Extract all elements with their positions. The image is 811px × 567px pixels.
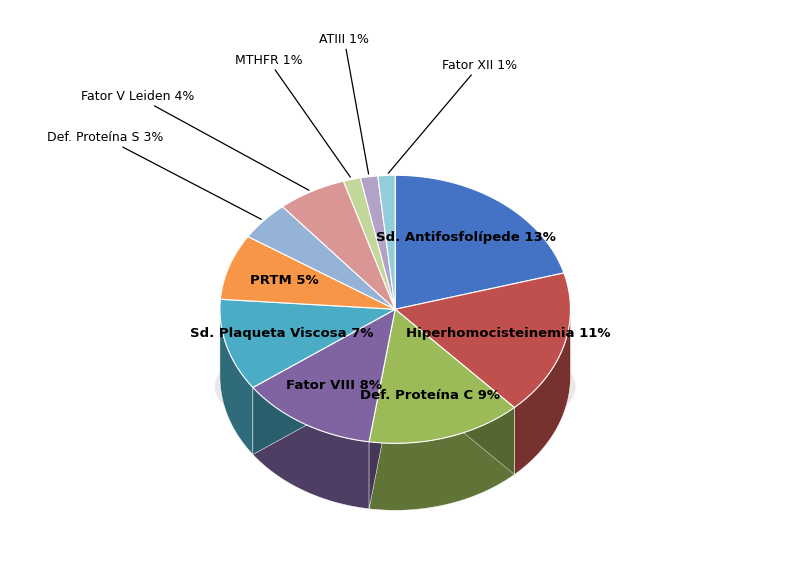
Polygon shape: [369, 309, 395, 509]
Polygon shape: [395, 175, 564, 309]
Text: Def. Proteína C 9%: Def. Proteína C 9%: [360, 388, 500, 401]
Text: Fator XII 1%: Fator XII 1%: [388, 59, 517, 174]
Polygon shape: [514, 310, 570, 475]
Text: Fator V Leiden 4%: Fator V Leiden 4%: [81, 90, 309, 191]
Polygon shape: [221, 236, 395, 309]
Polygon shape: [395, 309, 514, 475]
Polygon shape: [220, 310, 253, 455]
Text: ATIII 1%: ATIII 1%: [320, 33, 370, 174]
Polygon shape: [253, 387, 369, 509]
Text: Def. Proteína S 3%: Def. Proteína S 3%: [47, 132, 261, 219]
Polygon shape: [378, 175, 395, 309]
Polygon shape: [395, 309, 514, 475]
Text: PRTM 5%: PRTM 5%: [250, 274, 318, 287]
Text: Hiperhomocisteinemia 11%: Hiperhomocisteinemia 11%: [406, 327, 611, 340]
Polygon shape: [248, 206, 395, 309]
Polygon shape: [369, 408, 514, 510]
Polygon shape: [215, 326, 576, 447]
Polygon shape: [282, 181, 395, 309]
Polygon shape: [220, 299, 395, 387]
Polygon shape: [344, 178, 395, 309]
Text: Fator VIII 8%: Fator VIII 8%: [286, 379, 382, 392]
Polygon shape: [369, 309, 395, 509]
Polygon shape: [360, 176, 395, 309]
Polygon shape: [253, 309, 395, 442]
Polygon shape: [253, 309, 395, 455]
Polygon shape: [253, 309, 395, 455]
Text: Sd. Plaqueta Viscosa 7%: Sd. Plaqueta Viscosa 7%: [191, 327, 374, 340]
Text: Sd. Antifosfolípede 13%: Sd. Antifosfolípede 13%: [376, 231, 556, 244]
Polygon shape: [369, 309, 514, 443]
Text: MTHFR 1%: MTHFR 1%: [234, 54, 350, 177]
Polygon shape: [395, 273, 570, 408]
